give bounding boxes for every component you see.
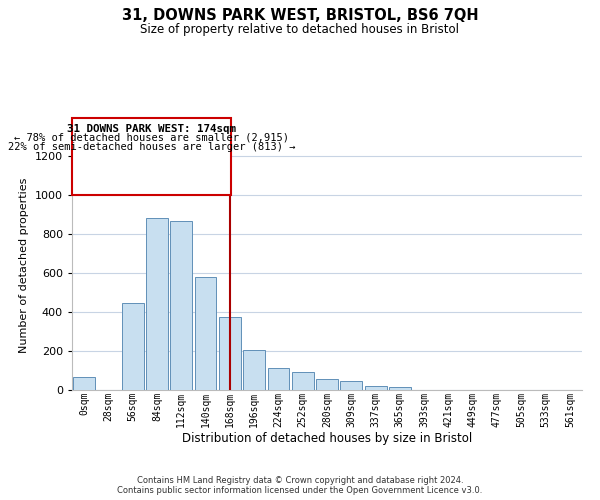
Bar xyxy=(194,276,217,390)
Y-axis label: Number of detached properties: Number of detached properties xyxy=(19,178,29,352)
Text: ← 78% of detached houses are smaller (2,915): ← 78% of detached houses are smaller (2,… xyxy=(14,132,289,142)
Bar xyxy=(146,218,168,390)
Bar xyxy=(170,221,192,390)
X-axis label: Distribution of detached houses by size in Bristol: Distribution of detached houses by size … xyxy=(182,432,472,445)
Bar xyxy=(340,381,362,390)
Bar xyxy=(389,386,411,390)
Bar xyxy=(122,303,143,390)
Text: Size of property relative to detached houses in Bristol: Size of property relative to detached ho… xyxy=(140,22,460,36)
Bar xyxy=(365,386,386,390)
Bar xyxy=(219,317,241,390)
Text: 31 DOWNS PARK WEST: 174sqm: 31 DOWNS PARK WEST: 174sqm xyxy=(67,124,236,134)
Text: 31, DOWNS PARK WEST, BRISTOL, BS6 7QH: 31, DOWNS PARK WEST, BRISTOL, BS6 7QH xyxy=(122,8,478,22)
Bar xyxy=(243,350,265,390)
Bar xyxy=(268,368,289,390)
Text: Contains public sector information licensed under the Open Government Licence v3: Contains public sector information licen… xyxy=(118,486,482,495)
Text: 22% of semi-detached houses are larger (813) →: 22% of semi-detached houses are larger (… xyxy=(8,142,295,152)
Bar xyxy=(316,379,338,390)
Bar xyxy=(292,372,314,390)
Bar xyxy=(73,378,95,390)
Text: Contains HM Land Registry data © Crown copyright and database right 2024.: Contains HM Land Registry data © Crown c… xyxy=(137,476,463,485)
